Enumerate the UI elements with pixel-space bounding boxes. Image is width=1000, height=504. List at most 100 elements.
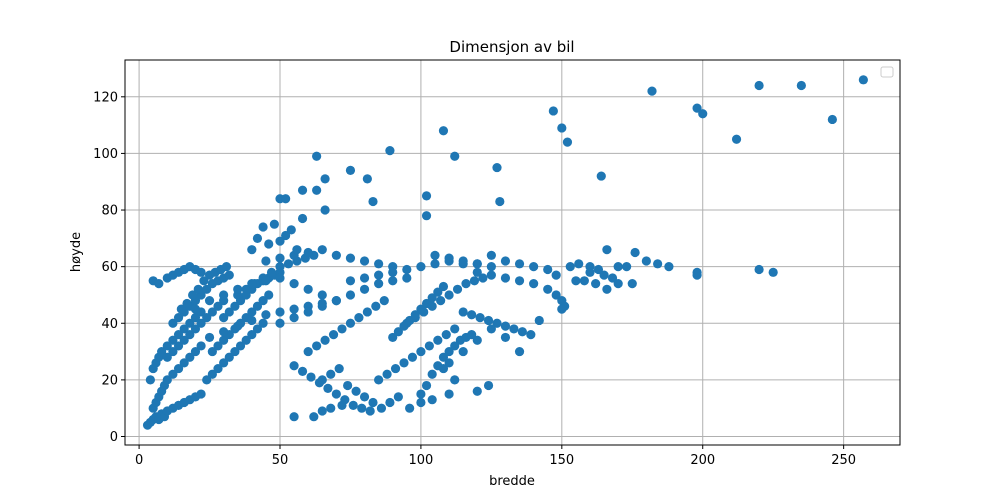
data-point: [514, 276, 525, 286]
data-point: [444, 253, 454, 263]
data-point: [168, 369, 178, 379]
data-point: [345, 165, 356, 176]
data-point: [188, 290, 198, 300]
data-point: [438, 363, 449, 374]
data-point: [317, 375, 327, 385]
data-point: [692, 103, 702, 113]
x-tick-label: 0: [135, 453, 143, 468]
data-point: [145, 375, 155, 385]
data-point: [500, 332, 511, 343]
data-point: [416, 262, 426, 272]
data-point: [405, 315, 415, 326]
data-point: [275, 318, 285, 328]
data-point: [252, 301, 263, 311]
data-point: [483, 380, 494, 391]
data-point: [472, 386, 482, 396]
data-point: [219, 335, 229, 345]
data-point: [441, 329, 451, 340]
y-tick-label: 100: [93, 147, 118, 162]
data-point: [551, 270, 561, 280]
data-point: [261, 276, 271, 286]
data-point: [247, 307, 257, 317]
y-axis-ticks: 0 20 40 60 80 100 120: [93, 90, 125, 445]
data-point: [557, 304, 567, 314]
y-tick-label: 60: [101, 260, 118, 275]
data-point: [219, 313, 229, 323]
data-point: [266, 267, 277, 277]
data-point: [292, 245, 302, 255]
data-point: [653, 259, 663, 269]
data-point: [331, 296, 341, 306]
data-point: [421, 211, 432, 221]
data-point: [410, 310, 420, 320]
data-point: [179, 358, 189, 368]
data-point: [190, 346, 201, 357]
data-point: [495, 196, 505, 207]
data-point: [297, 366, 308, 376]
data-point: [233, 321, 243, 331]
data-point: [275, 253, 285, 263]
data-point: [500, 321, 511, 331]
data-point: [185, 352, 195, 362]
data-point: [224, 270, 234, 280]
data-point: [557, 123, 567, 133]
data-point: [326, 403, 336, 413]
data-point: [202, 313, 212, 323]
data-point: [433, 335, 443, 345]
data-point: [450, 375, 460, 385]
data-point: [190, 313, 201, 323]
data-point: [472, 335, 482, 345]
data-point: [213, 363, 223, 374]
data-point: [202, 375, 212, 385]
data-point: [754, 80, 764, 91]
x-tick-label: 200: [690, 453, 715, 468]
data-point: [345, 276, 356, 286]
data-point: [303, 284, 313, 294]
data-point: [286, 225, 296, 235]
data-point: [664, 262, 674, 272]
data-point: [450, 341, 460, 351]
data-point: [306, 372, 316, 382]
data-point: [827, 114, 837, 125]
data-point: [328, 329, 339, 340]
data-point: [317, 245, 327, 255]
data-point: [492, 318, 502, 328]
data-point: [768, 267, 778, 277]
data-point: [698, 109, 708, 119]
data-point: [345, 253, 356, 263]
data-point: [627, 279, 637, 289]
y-tick-label: 40: [101, 317, 118, 332]
data-point: [317, 406, 327, 416]
data-point: [345, 318, 356, 328]
data-point: [461, 279, 471, 289]
data-point: [421, 191, 432, 201]
data-point: [529, 279, 539, 289]
data-point: [402, 264, 412, 275]
data-point: [176, 304, 186, 314]
data-point: [630, 247, 640, 258]
points-layer: [142, 75, 868, 430]
data-point: [421, 298, 432, 309]
data-point: [444, 346, 454, 357]
data-point: [230, 301, 240, 311]
data-point: [450, 324, 460, 334]
data-point: [219, 327, 229, 337]
data-point: [362, 174, 372, 184]
data-point: [221, 262, 232, 272]
data-point: [427, 293, 437, 303]
data-point: [390, 363, 401, 374]
data-point: [213, 341, 223, 351]
data-point: [351, 386, 361, 396]
data-point: [168, 346, 178, 357]
data-point: [486, 262, 496, 272]
data-point: [309, 412, 319, 422]
data-point: [444, 389, 454, 399]
data-point: [478, 273, 488, 283]
data-point: [421, 380, 432, 391]
data-point: [275, 262, 285, 272]
data-point: [486, 324, 496, 334]
data-point: [219, 290, 229, 300]
data-point: [207, 369, 217, 379]
data-point: [224, 352, 234, 362]
data-point: [247, 329, 257, 340]
